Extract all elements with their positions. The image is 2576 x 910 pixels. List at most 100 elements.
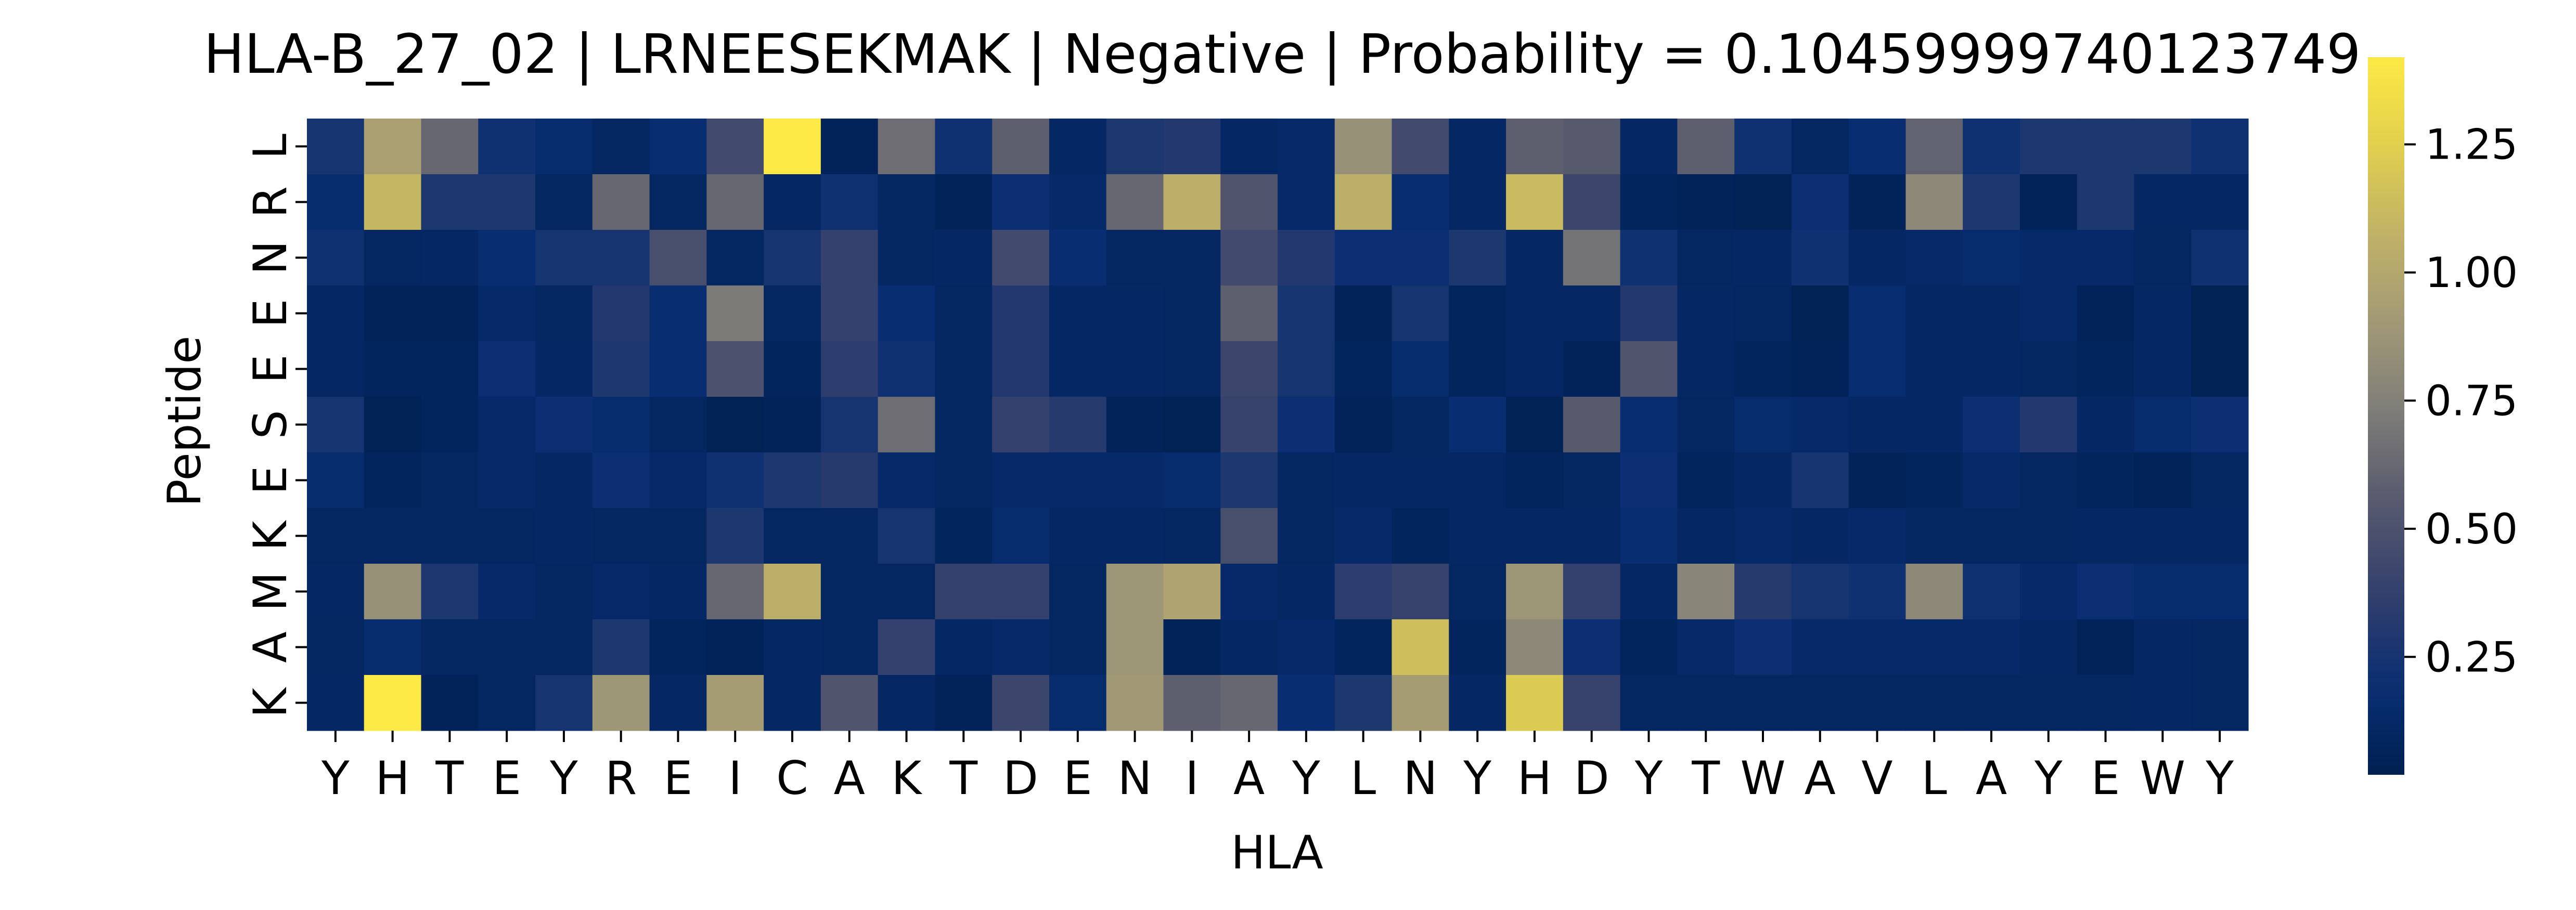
- heatmap-cell: [1163, 452, 1221, 509]
- heatmap-cell: [1163, 341, 1221, 397]
- heatmap-cell: [1392, 452, 1449, 509]
- heatmap-cell: [1449, 341, 1506, 397]
- heatmap-cell: [1106, 341, 1164, 397]
- x-tick-label: Y: [2205, 751, 2234, 805]
- heatmap-cell: [878, 564, 936, 620]
- heatmap-cell: [992, 341, 1050, 397]
- colorbar-gradient: [2368, 57, 2404, 775]
- heatmap-cell: [1563, 285, 1621, 342]
- heatmap-cell: [1791, 508, 1849, 564]
- heatmap-cell: [820, 230, 879, 286]
- heatmap-cell: [1905, 230, 1963, 286]
- heatmap-cell: [649, 230, 707, 286]
- x-tick-label: W: [1740, 751, 1785, 805]
- heatmap-cell: [1905, 564, 1963, 620]
- colorbar-tick-label: 0.50: [2425, 505, 2518, 553]
- heatmap-cell: [1734, 619, 1792, 675]
- heatmap-cell: [2191, 564, 2249, 620]
- x-tick-label: R: [605, 751, 637, 805]
- x-tick-label: A: [834, 751, 865, 805]
- heatmap-cell: [706, 174, 764, 230]
- heatmap-cell: [2191, 508, 2249, 564]
- heatmap-cell: [1506, 619, 1564, 675]
- heatmap-cell: [1963, 341, 2020, 397]
- colorbar-tick-label: 1.00: [2425, 249, 2518, 297]
- heatmap-cell: [307, 619, 365, 675]
- heatmap-cell: [1963, 452, 2020, 509]
- heatmap-cell: [535, 230, 593, 286]
- heatmap-cell: [364, 508, 422, 564]
- heatmap-cell: [307, 452, 365, 509]
- heatmap-cell: [1220, 119, 1278, 175]
- heatmap-cell: [820, 285, 879, 342]
- heatmap-cell: [592, 675, 650, 731]
- x-tick-label: Y: [2034, 751, 2063, 805]
- heatmap-cell: [1620, 230, 1678, 286]
- heatmap-cell: [1334, 119, 1393, 175]
- heatmap-cell: [1677, 564, 1735, 620]
- heatmap-cell: [649, 564, 707, 620]
- heatmap-cell: [364, 119, 422, 175]
- heatmap-cell: [1905, 397, 1963, 453]
- heatmap-cell: [1620, 174, 1678, 230]
- heatmap-cell: [820, 452, 879, 509]
- heatmap-cell: [1848, 397, 1907, 453]
- heatmap-cell: [992, 619, 1050, 675]
- x-tick-label: I: [728, 751, 742, 805]
- heatmap-cell: [820, 508, 879, 564]
- heatmap-cell: [1506, 675, 1564, 731]
- heatmap-cell: [1106, 230, 1164, 286]
- heatmap-cell: [2134, 341, 2192, 397]
- chart-title: HLA-B_27_02 | LRNEESEKMAK | Negative | P…: [204, 22, 2361, 86]
- heatmap-cell: [1163, 285, 1221, 342]
- heatmap-cell: [364, 397, 422, 453]
- heatmap-cell: [764, 174, 821, 230]
- heatmap-cell: [2077, 397, 2135, 453]
- heatmap-cell: [706, 619, 764, 675]
- heatmap-cell: [1620, 285, 1678, 342]
- heatmap-cell: [1677, 508, 1735, 564]
- heatmap-cell: [2077, 341, 2135, 397]
- heatmap-cell: [307, 564, 365, 620]
- heatmap-cell: [1848, 675, 1907, 731]
- heatmap-cell: [2019, 341, 2078, 397]
- heatmap-cell: [1106, 508, 1164, 564]
- heatmap-cell: [1334, 564, 1393, 620]
- heatmap-cell: [1677, 452, 1735, 509]
- heatmap-cell: [2191, 619, 2249, 675]
- x-tick-label: Y: [1463, 751, 1491, 805]
- heatmap-cell: [1334, 508, 1393, 564]
- heatmap-cell: [2077, 230, 2135, 286]
- heatmap-cell: [1506, 174, 1564, 230]
- heatmap-cell: [1049, 119, 1107, 175]
- heatmap-cell: [478, 285, 536, 342]
- x-tick-label: H: [376, 751, 410, 805]
- heatmap-cell: [1734, 452, 1792, 509]
- x-tick-label: E: [2091, 751, 2120, 805]
- heatmap-cell: [2019, 452, 2078, 509]
- heatmap-cell: [1734, 508, 1792, 564]
- y-tick-label: E: [243, 299, 297, 328]
- heatmap-cell: [307, 285, 365, 342]
- heatmap-cell: [2134, 564, 2192, 620]
- y-tick-label: N: [243, 241, 297, 275]
- heatmap-cell: [364, 341, 422, 397]
- colorbar-tick-label: 1.25: [2425, 121, 2518, 169]
- heatmap-cell: [1963, 230, 2020, 286]
- heatmap-cell: [1563, 341, 1621, 397]
- x-tick-label: D: [1003, 751, 1038, 805]
- heatmap-cell: [1449, 230, 1506, 286]
- x-tick-label: W: [2140, 751, 2185, 805]
- heatmap-cell: [1563, 397, 1621, 453]
- x-tick-label: L: [1922, 751, 1947, 805]
- heatmap-cell: [935, 230, 993, 286]
- colorbar-tick-label: 0.75: [2425, 376, 2518, 425]
- heatmap-cell: [1905, 174, 1963, 230]
- x-tick-label: T: [1691, 751, 1720, 805]
- heatmap-cell: [1506, 230, 1564, 286]
- heatmap-cell: [307, 174, 365, 230]
- heatmap-cell: [1506, 285, 1564, 342]
- heatmap-cell: [764, 564, 821, 620]
- heatmap-cell: [364, 230, 422, 286]
- heatmap-cell: [1163, 230, 1221, 286]
